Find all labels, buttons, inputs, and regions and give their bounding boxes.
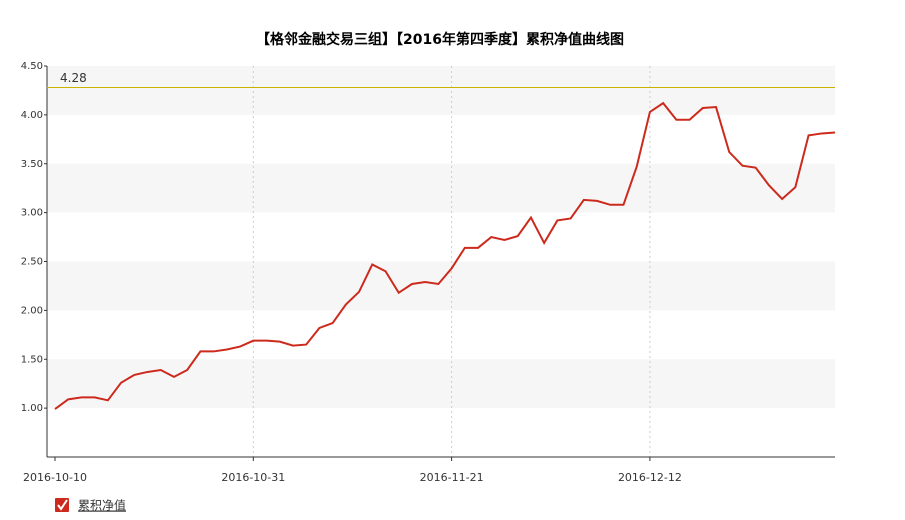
- y-tick-label: 4.00: [21, 110, 43, 121]
- chart-title: 【格邻金融交易三组】【2016年第四季度】累积净值曲线图: [256, 31, 624, 48]
- y-tick-label: 3.00: [21, 208, 43, 219]
- y-tick-label: 2.00: [21, 305, 43, 316]
- grid-band: [47, 359, 835, 409]
- legend-check: [57, 499, 68, 511]
- y-tick-label: 4.50: [21, 61, 43, 72]
- data-line: [54, 101, 836, 410]
- reference-label: 4.28: [60, 71, 87, 85]
- grid-band: [47, 66, 835, 115]
- x-tick-label: 2016-11-21: [420, 471, 484, 484]
- y-tick-label: 1.50: [21, 354, 43, 365]
- y-tick-label: 2.50: [21, 257, 43, 268]
- x-tick-label: 2016-10-10: [23, 471, 87, 484]
- grid-band: [47, 163, 835, 213]
- y-tick-label: 3.50: [21, 159, 43, 170]
- grid-band: [47, 261, 835, 311]
- x-tick-label: 2016-10-31: [221, 471, 285, 484]
- x-tick-label: 2016-12-12: [618, 471, 682, 484]
- y-tick-label: 1.00: [21, 403, 43, 414]
- legend-label[interactable]: 累积净值: [78, 498, 126, 513]
